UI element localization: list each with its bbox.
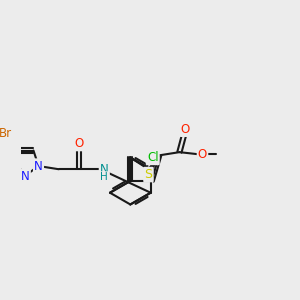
Text: N: N: [34, 160, 43, 172]
Text: N: N: [100, 163, 109, 176]
Text: Cl: Cl: [147, 151, 159, 164]
Text: H: H: [100, 172, 108, 182]
Text: O: O: [181, 123, 190, 136]
Text: N: N: [21, 170, 30, 183]
Text: O: O: [198, 148, 207, 161]
Text: S: S: [145, 168, 152, 181]
Text: Br: Br: [0, 127, 12, 140]
Text: O: O: [74, 137, 84, 150]
